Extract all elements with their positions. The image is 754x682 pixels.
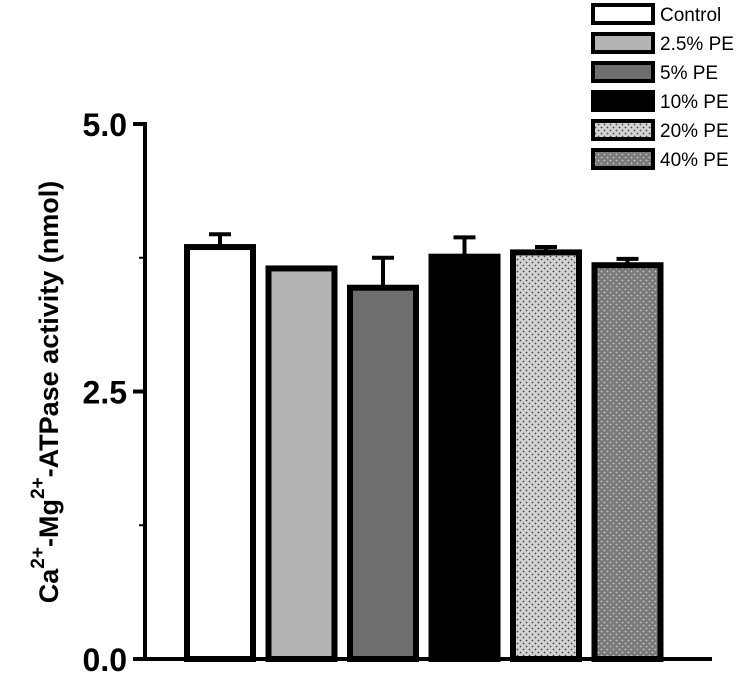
- legend-swatch-5: [591, 119, 655, 141]
- legend-swatch-3: [591, 61, 655, 83]
- y-tick-label: 0.0: [83, 642, 127, 677]
- bar-1: [184, 244, 256, 663]
- bars: [184, 232, 664, 663]
- legend-label-3: 5% PE: [660, 63, 718, 84]
- legend-label-6: 40% PE: [660, 150, 729, 171]
- legend-label-4: 10% PE: [660, 92, 729, 113]
- bar-2: [265, 265, 338, 662]
- bar-3: [347, 284, 419, 662]
- bar-6: [591, 262, 664, 662]
- y-tick-label: 5.0: [83, 107, 127, 143]
- legend-swatch-6: [591, 148, 655, 170]
- legend-label-2: 2.5% PE: [660, 34, 734, 55]
- legend-swatch-2: [591, 32, 655, 54]
- legend-swatch-4: [591, 90, 655, 112]
- legend-label-1: Control: [660, 5, 721, 26]
- legend: Control 2.5% PE 5% PE 10% PE 20% PE 40% PE: [591, 3, 734, 171]
- bar-4: [428, 253, 501, 662]
- legend-swatch-1: [591, 3, 655, 25]
- legend-label-5: 20% PE: [660, 121, 729, 142]
- bar-5: [510, 249, 582, 662]
- y-axis-label: Ca2+-Mg2+-ATPase activity (nmol): [28, 181, 64, 603]
- y-tick-label: 2.5: [83, 375, 127, 411]
